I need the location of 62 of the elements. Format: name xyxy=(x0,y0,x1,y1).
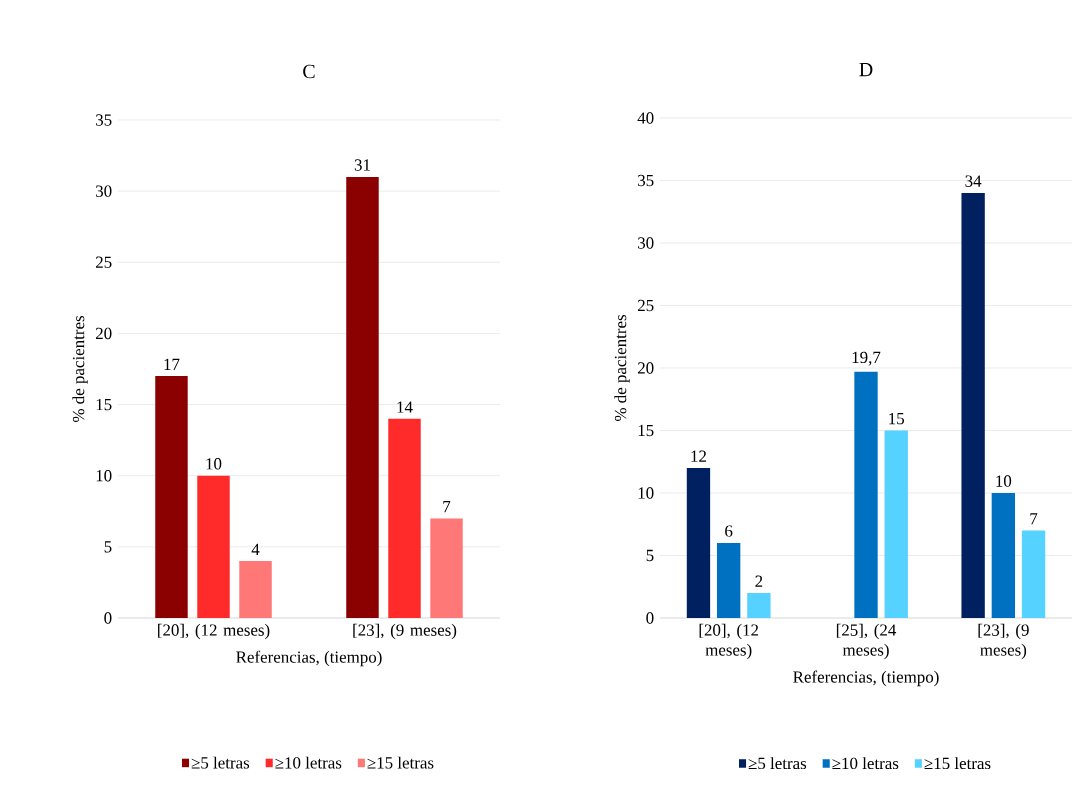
bar xyxy=(747,593,771,618)
data-label: 6 xyxy=(725,525,733,537)
data-label: 4 xyxy=(251,543,260,555)
data-label: 34 xyxy=(965,175,982,187)
data-label: 10 xyxy=(206,458,222,470)
data-label: 17 xyxy=(164,358,180,370)
y-axis-title: % de pacientres xyxy=(72,315,88,423)
y-tick-label: 25 xyxy=(637,299,654,312)
bar xyxy=(884,430,908,618)
y-tick-label: 5 xyxy=(646,549,654,562)
data-label: 12 xyxy=(691,450,706,462)
chart-title: C xyxy=(303,64,315,79)
y-tick-label: 10 xyxy=(638,487,654,499)
chart-title: D xyxy=(859,63,873,77)
bar xyxy=(239,561,272,618)
y-tick-label: 40 xyxy=(637,112,654,124)
y-tick-label: 10 xyxy=(96,470,112,482)
data-label: 7 xyxy=(443,501,451,513)
y-tick-label: 35 xyxy=(96,114,112,126)
bar xyxy=(155,376,188,618)
legend-label: ≥5 letras xyxy=(748,757,807,770)
data-label: 15 xyxy=(889,412,905,425)
data-label: 10 xyxy=(996,475,1012,487)
bar xyxy=(717,543,741,618)
y-tick-label: 5 xyxy=(104,541,112,553)
data-label: 31 xyxy=(354,159,370,171)
bar xyxy=(854,371,878,618)
y-tick-label: 25 xyxy=(95,256,112,268)
bar xyxy=(197,475,230,618)
bar xyxy=(686,468,711,618)
legend-label: ≥15 letras xyxy=(924,757,991,770)
y-tick-label: 30 xyxy=(96,185,112,197)
legend-label: ≥10 letras xyxy=(832,757,899,770)
bar xyxy=(991,493,1016,618)
bar xyxy=(1021,530,1046,618)
y-tick-label: 35 xyxy=(638,174,654,187)
x-tick-label: [20], (12 meses) xyxy=(158,623,270,640)
y-tick-label: 30 xyxy=(638,237,654,249)
y-tick-label: 15 xyxy=(638,424,654,437)
x-axis-title: Referencias, (tiempo) xyxy=(236,650,382,667)
data-label: 19,7 xyxy=(852,351,881,366)
legend-label: ≥15 letras xyxy=(367,756,434,769)
bar xyxy=(388,418,421,618)
data-label: 7 xyxy=(1030,513,1038,525)
bar xyxy=(961,193,985,618)
x-tick-label: [23], (9 meses) xyxy=(353,623,457,640)
x-tick-label: [25], (24 meses) xyxy=(836,623,897,660)
y-tick-label: 20 xyxy=(95,327,112,340)
x-tick-label: [20], (12 meses) xyxy=(699,623,759,660)
data-label: 2 xyxy=(755,575,763,587)
y-tick-label: 20 xyxy=(637,362,654,374)
y-axis-title: % de pacientres xyxy=(614,314,630,422)
bar xyxy=(430,518,463,618)
y-tick-label: 0 xyxy=(646,612,654,624)
x-tick-label: [23], (9 meses) xyxy=(978,623,1029,660)
bar xyxy=(346,176,379,618)
y-tick-label: 15 xyxy=(96,398,112,411)
legend-label: ≥5 letras xyxy=(191,756,250,769)
x-axis-title: Referencias, (tiempo) xyxy=(793,670,939,687)
legend-label: ≥10 letras xyxy=(275,756,342,769)
y-tick-label: 0 xyxy=(104,612,112,624)
data-label: 14 xyxy=(397,401,413,413)
